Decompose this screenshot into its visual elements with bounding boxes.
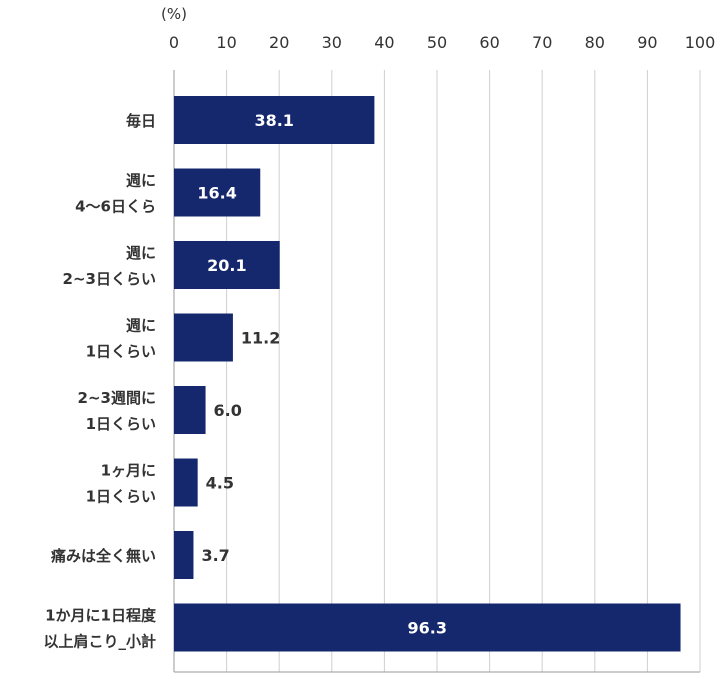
category-label: 毎日 [126, 112, 156, 130]
x-axis-ticks: 0 10 20 30 40 50 60 70 80 90 100 [169, 33, 715, 52]
x-tick-label: 30 [322, 33, 342, 52]
x-tick-label: 20 [269, 33, 289, 52]
category-label: 4〜6日くら [75, 198, 156, 216]
x-tick-label: 90 [637, 33, 657, 52]
category-label: 1日くらい [86, 343, 156, 361]
category-label: 1日くらい [86, 415, 156, 433]
bar [174, 458, 198, 507]
value-labels: 38.1 16.4 20.1 11.2 6.0 4.5 3.7 96.3 [197, 111, 447, 638]
bar [174, 96, 375, 144]
x-tick-label: 0 [169, 33, 179, 52]
category-label: 週に [126, 244, 156, 262]
category-label: 2~3週間に [78, 389, 156, 407]
category-label: 以上肩こり_小計 [43, 633, 156, 651]
value-label: 16.4 [197, 184, 236, 203]
x-tick-label: 50 [427, 33, 447, 52]
category-labels: 毎日週に4〜6日くら週に2~3日くらい週に1日くらい2~3週間に1日くらい1ヶ月… [43, 112, 157, 651]
category-label: 2~3日くらい [63, 270, 156, 288]
category-label: 1か月に1日程度 [45, 607, 157, 625]
unit-label: (%) [161, 5, 187, 23]
category-label: 週に [126, 172, 156, 190]
category-label: 週に [126, 317, 156, 335]
x-tick-label: 10 [216, 33, 236, 52]
category-label: 痛みは全く無い [50, 547, 156, 565]
bar [174, 603, 681, 652]
value-label: 96.3 [408, 619, 447, 638]
x-tick-label: 80 [585, 33, 605, 52]
bar [174, 241, 280, 289]
value-label: 11.2 [241, 329, 280, 348]
category-label: 1ヶ月に [101, 462, 156, 480]
value-label: 6.0 [214, 401, 242, 420]
bar [174, 531, 194, 579]
value-label: 4.5 [206, 474, 234, 493]
bars [174, 96, 681, 652]
value-label: 38.1 [254, 111, 293, 130]
bar [174, 313, 233, 362]
gridlines [173, 70, 701, 673]
x-tick-label: 100 [685, 33, 716, 52]
value-label: 3.7 [201, 546, 229, 565]
bar [174, 168, 261, 217]
x-tick-label: 70 [532, 33, 552, 52]
category-label: 1日くらい [86, 488, 156, 506]
bar [174, 386, 206, 434]
x-tick-label: 40 [374, 33, 394, 52]
x-tick-label: 60 [479, 33, 499, 52]
value-label: 20.1 [207, 256, 246, 275]
